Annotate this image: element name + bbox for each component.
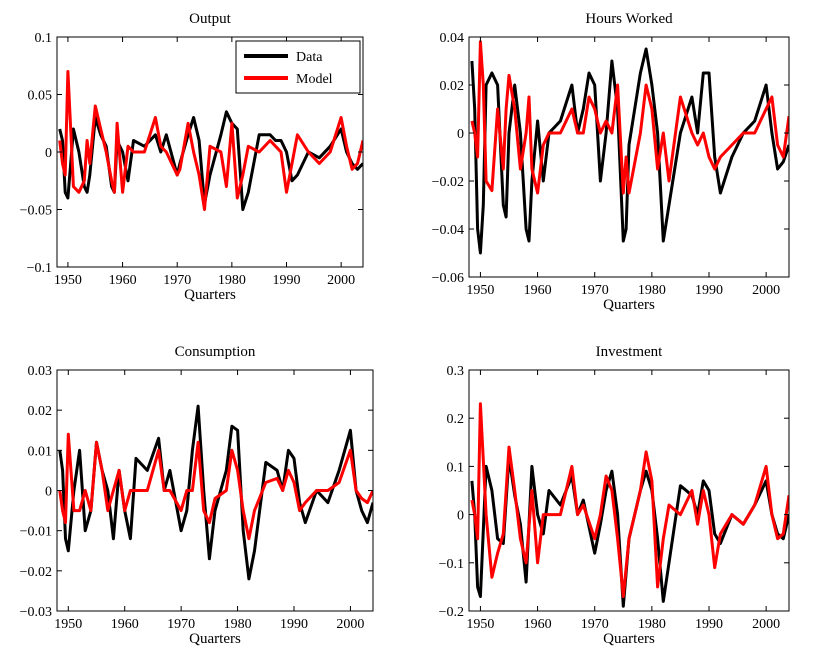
consumption-xaxis-label: Quarters	[189, 631, 241, 647]
output-xtick-label: 1950	[54, 273, 82, 288]
output-xtick-label: 1990	[273, 273, 301, 288]
hours-worked-series-data	[470, 47, 789, 255]
output-xtick-label: 1980	[218, 273, 246, 288]
consumption-ytick-label: −0.01	[20, 525, 52, 540]
hours-worked-ytick-label: −0.06	[432, 271, 464, 286]
consumption-ytick-label: 0	[45, 485, 52, 500]
consumption-series-model	[58, 432, 373, 541]
legend-label-data: Data	[296, 50, 323, 65]
investment-xtick-label: 1960	[524, 617, 552, 632]
investment-ytick-label: −0.1	[439, 557, 464, 572]
consumption-panel: Consumption 1950 1960 1970 1980 1990 2000 −0.03…	[20, 344, 374, 647]
legend-label-model: Model	[296, 72, 333, 87]
hours-worked-panel: Hours Worked 1950 1960 1970 1980 1990 2000 −0.0…	[432, 11, 790, 313]
output-ytick-label: 0	[45, 146, 52, 161]
investment-xtick-label: 1970	[581, 617, 609, 632]
consumption-xtick-label: 1960	[111, 617, 139, 632]
output-ytick-label: 0.05	[28, 89, 53, 104]
investment-xtick-label: 2000	[752, 617, 780, 632]
investment-title: Investment	[596, 344, 663, 360]
investment-xtick-label: 1980	[638, 617, 666, 632]
consumption-series-data	[58, 404, 373, 581]
hours-worked-ytick-label: −0.04	[432, 223, 464, 238]
consumption-title: Consumption	[175, 344, 256, 360]
output-series-model	[58, 70, 363, 211]
consumption-ytick-label: −0.02	[20, 565, 52, 580]
hours-worked-ytick-label: −0.02	[432, 175, 464, 190]
investment-axes-box	[468, 369, 790, 612]
output-xtick-label: 1960	[109, 273, 137, 288]
hours-worked-xtick-label: 1970	[581, 283, 609, 298]
hours-worked-xaxis-label: Quarters	[603, 297, 655, 313]
hours-worked-xtick-label: 2000	[752, 283, 780, 298]
investment-ytick-label: 0.3	[447, 364, 465, 379]
investment-xaxis-label: Quarters	[603, 631, 655, 647]
consumption-ytick-label: 0.01	[28, 444, 53, 459]
output-xtick-label: 1970	[163, 273, 191, 288]
output-ytick-label: −0.05	[20, 204, 52, 219]
hours-worked-xtick-label: 1990	[695, 283, 723, 298]
output-xaxis-label: Quarters	[184, 287, 236, 303]
hours-worked-xtick-label: 1950	[466, 283, 494, 298]
consumption-xtick-label: 1970	[167, 617, 195, 632]
hours-worked-ytick-label: 0.02	[440, 79, 465, 94]
investment-panel: Investment 1950 1960 1970 1980 1990 2000 −0.2 −0…	[439, 344, 790, 647]
consumption-xtick-label: 1950	[54, 617, 82, 632]
investment-xtick-label: 1950	[466, 617, 494, 632]
hours-worked-xtick-label: 1980	[638, 283, 666, 298]
output-series-data	[58, 110, 363, 211]
investment-xtick-label: 1990	[695, 617, 723, 632]
investment-ytick-label: −0.2	[439, 605, 464, 620]
output-ytick-label: −0.1	[27, 261, 52, 276]
consumption-ytick-label: 0.03	[28, 364, 53, 379]
consumption-ytick-label: 0.02	[28, 404, 53, 419]
hours-worked-xtick-label: 1960	[524, 283, 552, 298]
hours-worked-axes-box	[468, 36, 790, 278]
investment-series-model	[470, 402, 789, 598]
investment-ytick-label: 0	[457, 509, 464, 524]
legend-box	[235, 40, 361, 94]
consumption-xtick-label: 1980	[224, 617, 252, 632]
consumption-xtick-label: 2000	[336, 617, 364, 632]
hours-worked-title: Hours Worked	[585, 11, 673, 27]
legend: Data Model	[235, 40, 361, 94]
hours-worked-series-model	[470, 40, 789, 195]
output-xtick-label: 2000	[327, 273, 355, 288]
output-ytick-label: 0.1	[35, 31, 53, 46]
output-panel: Output 1950 1960 1970 1980 1990 2000 −0.1 −0.05 0…	[20, 11, 364, 303]
investment-ytick-label: 0.1	[447, 460, 465, 475]
hours-worked-ytick-label: 0	[457, 127, 464, 142]
investment-ytick-label: 0.2	[447, 412, 465, 427]
output-title: Output	[189, 11, 232, 27]
consumption-ytick-label: −0.03	[20, 605, 52, 620]
consumption-xtick-label: 1990	[280, 617, 308, 632]
hours-worked-ytick-label: 0.04	[440, 31, 465, 46]
